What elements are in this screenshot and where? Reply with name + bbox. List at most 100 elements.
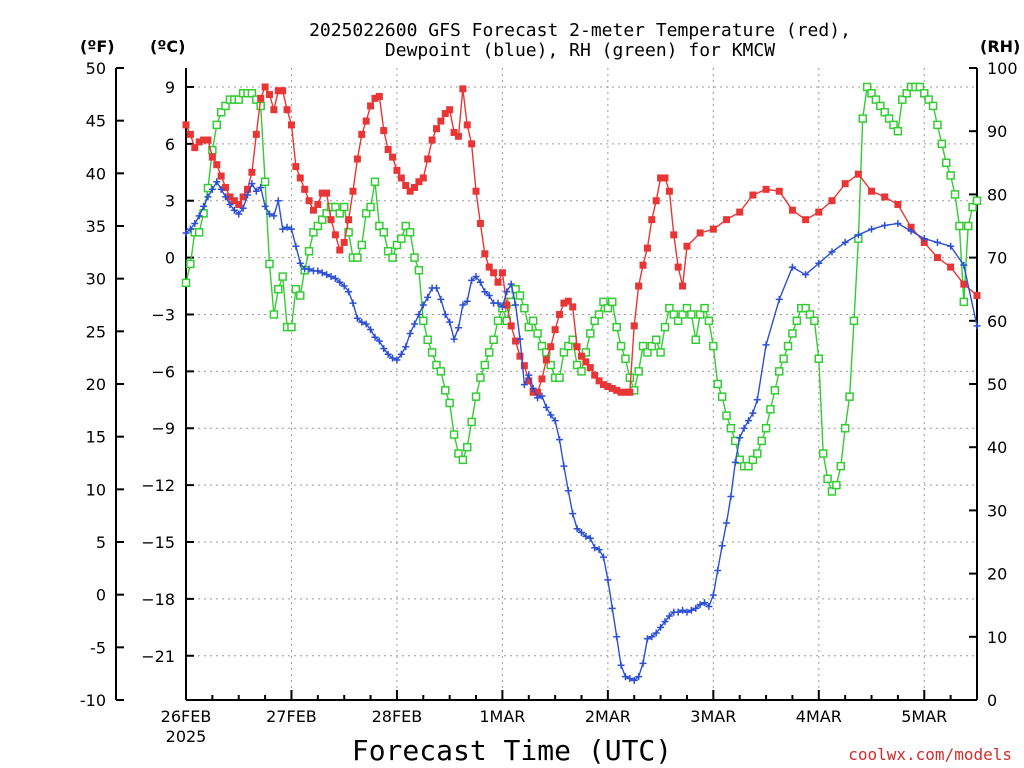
temperature-point	[582, 358, 590, 366]
rh-point	[898, 95, 907, 104]
dewpoint-point	[608, 604, 616, 612]
rh-point	[673, 316, 683, 326]
rh-point	[291, 284, 301, 294]
dewpoint-point	[727, 493, 735, 500]
temperature-point	[345, 216, 353, 224]
rh-point	[212, 120, 222, 130]
dewpoint-point	[459, 301, 467, 309]
celsius-tick-label: 0	[165, 249, 175, 268]
dewpoint-point	[507, 280, 515, 288]
temperature-point	[428, 136, 436, 144]
temperature-point	[551, 326, 559, 334]
dewpoint-point	[371, 333, 379, 341]
rh-point	[581, 348, 591, 357]
dewpoint-point	[582, 532, 590, 540]
temperature-point	[349, 187, 357, 195]
celsius-tick-label: 9	[165, 78, 175, 97]
rh-point	[955, 221, 964, 231]
temperature-point	[520, 362, 528, 370]
rh-point	[862, 82, 872, 92]
dewpoint-point	[973, 322, 981, 330]
dewpoint-point	[402, 343, 410, 351]
dewpoint-point	[828, 248, 836, 256]
temperature-point	[775, 187, 783, 195]
temperature-point	[494, 278, 502, 286]
rh-point	[788, 329, 797, 338]
temperature-point	[841, 180, 849, 188]
rh-point	[713, 379, 722, 389]
dewpoint-point	[538, 392, 546, 400]
dewpoint-point	[894, 219, 902, 227]
dewpoint-point	[635, 673, 643, 681]
temperature-point	[358, 130, 366, 138]
rh-point	[836, 461, 846, 471]
dewpoint-point	[520, 381, 528, 389]
dewpoint-point	[613, 633, 621, 641]
dewpoint-point	[564, 487, 572, 495]
dewpoint-point	[933, 238, 941, 246]
data-series	[181, 82, 982, 684]
rh-point	[871, 95, 881, 104]
dewpoint-point	[920, 235, 928, 243]
rh-point	[546, 360, 555, 370]
temperature-point	[257, 94, 265, 102]
dewpoint-point	[630, 676, 638, 684]
rh-point	[520, 303, 529, 313]
temperature-point	[762, 185, 770, 193]
rh-point	[761, 423, 771, 433]
rh-tick-label: 20	[987, 565, 1007, 584]
x-tick-label: 4MAR	[796, 707, 842, 726]
temperature-point	[375, 92, 383, 100]
rh-point	[687, 310, 696, 319]
temperature-point	[340, 238, 348, 246]
rh-point	[810, 316, 819, 326]
celsius-unit-label: (ºC)	[150, 37, 185, 56]
axes: 50454035302520151050-5-109630−3−6−9−12−1…	[80, 59, 1018, 746]
rh-point	[682, 303, 692, 313]
rh-point	[753, 449, 762, 458]
rh-point	[274, 284, 283, 294]
temperature-point	[542, 356, 550, 364]
dewpoint-point	[349, 299, 357, 307]
temperature-point	[454, 132, 462, 140]
temperature-point	[323, 189, 331, 197]
dewpoint-point	[393, 356, 401, 364]
temperature-point	[868, 187, 876, 195]
rh-point	[902, 89, 911, 98]
dewpoint-point	[380, 345, 388, 353]
dewpoint-point	[331, 274, 339, 282]
temperature-point	[318, 189, 326, 197]
temperature-point	[419, 174, 427, 182]
dewpoint-point	[679, 606, 687, 614]
rh-point	[568, 335, 577, 345]
dewpoint-point	[643, 635, 651, 643]
rh-point	[590, 316, 599, 326]
rh-point	[410, 253, 419, 262]
rh-point	[203, 183, 213, 193]
rh-point	[445, 398, 454, 408]
rh-point	[458, 455, 468, 465]
rh-tick-label: 70	[987, 249, 1007, 268]
rh-point	[419, 316, 428, 326]
dewpoint-point	[744, 417, 752, 425]
dewpoint-point	[318, 269, 326, 277]
dewpoint-point	[960, 261, 968, 269]
temperature-point	[441, 110, 449, 118]
temperature-point	[529, 388, 537, 396]
dewpoint-point	[551, 417, 559, 425]
rh-point	[515, 291, 525, 300]
temperature-point	[560, 299, 568, 307]
rh-point	[933, 120, 942, 130]
rh-point	[818, 449, 828, 458]
rh-point	[265, 259, 274, 269]
rh-point	[361, 209, 371, 218]
dewpoint-point	[336, 278, 344, 286]
dewpoint-point	[802, 271, 810, 279]
rh-point	[572, 360, 582, 370]
temperature-point	[204, 136, 212, 144]
dewpoint-point	[345, 288, 353, 296]
dewpoint-point	[454, 324, 462, 332]
dewpoint-point	[692, 604, 700, 612]
dewpoint-point	[292, 242, 300, 250]
dewpoint-point	[709, 591, 717, 599]
